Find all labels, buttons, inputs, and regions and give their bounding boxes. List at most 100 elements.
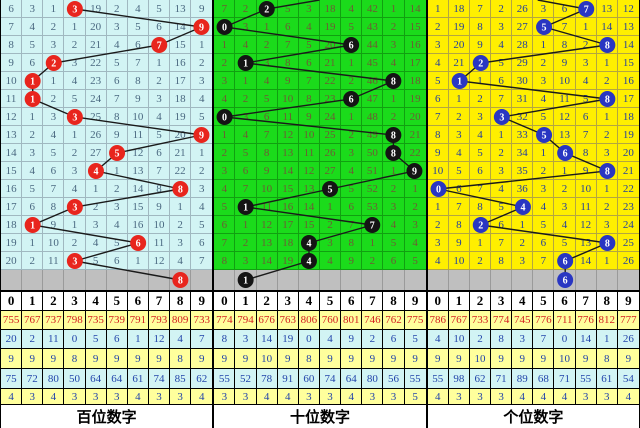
grid-cell: 19 (404, 90, 426, 108)
grid-cell: 32 (512, 108, 534, 126)
summary-row: 774 794 676 763 806 760 801 746 762 775 (214, 311, 426, 330)
grid-cell: 4 (319, 252, 342, 270)
grid-cell: 5 (191, 216, 213, 234)
grid-cell: 6 (469, 162, 492, 180)
grid-cell: 1 (64, 216, 86, 234)
predict-cell (43, 270, 65, 290)
summary-cell: 8 (298, 349, 320, 369)
miss-grid: 7 2 5 3 18 4 42 1 14 3 1 6 4 19 5 43 2 15 1 4 2 7 5 20 44 3 16 2 3 8 6… (214, 0, 426, 270)
grid-cell: 5 (106, 54, 128, 72)
grid-cell: 3 (427, 36, 449, 54)
grid-cell: 15 (127, 198, 149, 216)
grid-cell: 9 (277, 72, 299, 90)
summary-cell: 776 (575, 311, 597, 330)
grid-cell: 5 (191, 108, 213, 126)
grid-cell: 14 (404, 0, 426, 18)
grid-cell: 21 (617, 162, 639, 180)
grid-cell: 25 (85, 108, 107, 126)
grid-cell: 8 (277, 54, 299, 72)
grid-cell: 2 (148, 72, 171, 90)
grid-cell: 20 (617, 144, 639, 162)
grid-cell: 18 (1, 216, 23, 234)
grid-cell: 4 (298, 18, 320, 36)
grid-cell: 2 (319, 216, 342, 234)
grid-cell: 19 (1, 234, 23, 252)
grid-cell: 47 (362, 90, 384, 108)
grid-cell: 5 (491, 54, 513, 72)
summary-cell: 3 (469, 389, 492, 405)
grid-cell: 4 (235, 126, 257, 144)
panel-label: 十位数字 (214, 405, 426, 428)
grid-cell: 13 (596, 0, 618, 18)
grid-cell: 2 (512, 234, 534, 252)
grid-cell: 6 (1, 0, 23, 18)
grid-cell: 6 (43, 162, 65, 180)
summary-cell: 55 (575, 369, 597, 389)
summary-cell: 774 (491, 311, 513, 330)
summary-cell: 14 (256, 330, 278, 349)
grid-cell: 3 (235, 18, 257, 36)
grid-cell: 8 (554, 36, 576, 54)
grid-cell: 12 (277, 126, 299, 144)
grid-cell: 3 (106, 18, 128, 36)
grid-cell: 2 (596, 72, 618, 90)
predict-cell (341, 270, 363, 290)
grid-cell: 24 (85, 90, 107, 108)
predict-cell (362, 270, 384, 290)
grid-cell: 1 (383, 90, 405, 108)
grid-cell: 1 (64, 126, 86, 144)
grid-cell: 4 (43, 126, 65, 144)
grid-cell: 13 (617, 18, 639, 36)
grid-cell: 50 (362, 144, 384, 162)
grid-cell: 9 (106, 126, 128, 144)
summary-cell: 55 (404, 369, 426, 389)
grid-cell: 1 (469, 72, 492, 90)
grid-cell: 3 (341, 144, 363, 162)
grid-cell: 6 (554, 0, 576, 18)
digit-header-cell: 3 (491, 292, 513, 311)
grid-cell: 5 (106, 234, 128, 252)
grid-cell: 51 (362, 162, 384, 180)
summary-cell: 6 (106, 330, 128, 349)
grid-cell: 5 (43, 144, 65, 162)
summary-cell: 71 (554, 369, 576, 389)
summary-cell: 9 (1, 349, 23, 369)
grid-cell: 1 (235, 72, 257, 90)
grid-cell: 12 (127, 144, 149, 162)
grid-cell: 4 (127, 0, 149, 18)
digit-header-cell: 1 (448, 292, 470, 311)
grid-cell: 4 (491, 36, 513, 54)
grid-cell: 3 (427, 234, 449, 252)
grid-cell: 2 (341, 72, 363, 90)
grid-cell (427, 180, 449, 198)
grid-cell: 5 (448, 162, 470, 180)
summary-cell: 9 (127, 349, 149, 369)
digit-header-cell: 5 (106, 292, 128, 311)
summary-cell: 54 (617, 369, 639, 389)
panel-summary: 0 1 2 3 4 5 6 7 8 9 755 767 737 798 735 739 791 793 809 733… (1, 290, 213, 428)
summary-cell: 3 (235, 330, 257, 349)
grid-cell: 15 (1, 162, 23, 180)
digit-header-cell: 0 (1, 292, 23, 311)
grid-cell: 9 (575, 162, 597, 180)
grid-cell: 2 (383, 108, 405, 126)
summary-cell: 3 (85, 389, 107, 405)
grid-cell: 1 (191, 36, 213, 54)
grid-cell: 19 (170, 108, 192, 126)
grid-cell: 7 (214, 0, 236, 18)
summary-cell: 2 (362, 330, 384, 349)
grid-cell: 22 (319, 72, 342, 90)
grid-cell: 3 (22, 144, 44, 162)
grid-cell: 1 (64, 18, 86, 36)
predict-cell (554, 270, 576, 290)
summary-cell: 806 (298, 311, 320, 330)
summary-cell: 9 (85, 349, 107, 369)
grid-cell: 1 (596, 54, 618, 72)
grid-cell: 3 (596, 216, 618, 234)
grid-cell: 11 (43, 252, 65, 270)
grid-cell (491, 108, 513, 126)
